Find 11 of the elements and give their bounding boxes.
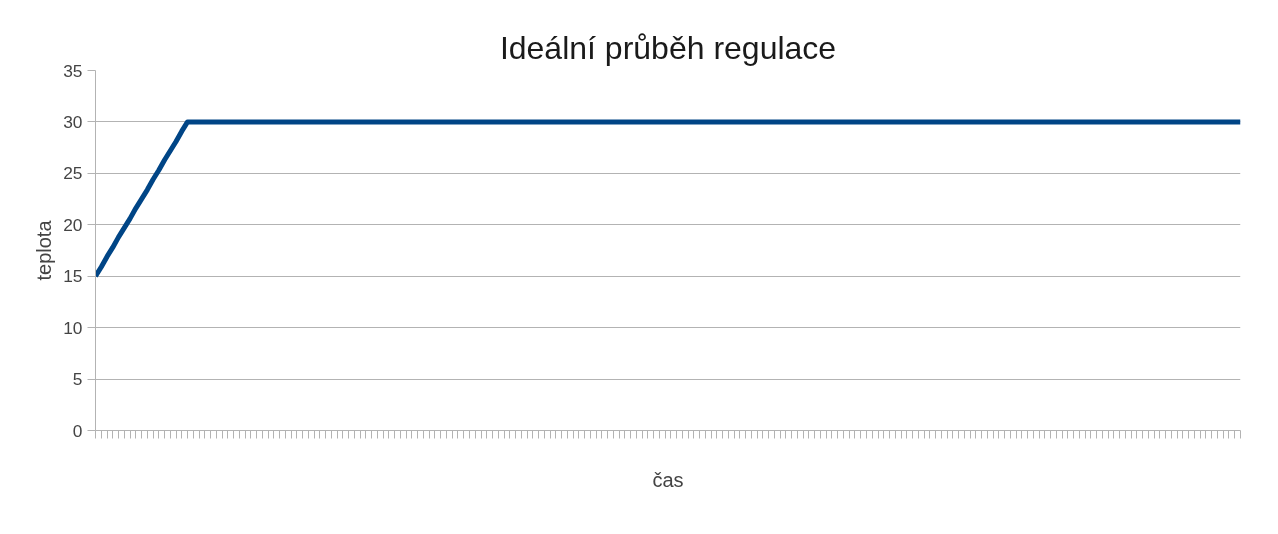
y-axis-title: teplota [33, 219, 56, 281]
x-axis-title: čas [652, 468, 684, 491]
y-tick-label: 20 [63, 214, 83, 235]
y-tick-label: 35 [63, 60, 83, 81]
y-tick-label: 15 [63, 266, 83, 287]
y-tick-label: 30 [63, 111, 83, 132]
chart-title: Ideální průběh regulace [499, 29, 837, 66]
y-tick-label: 25 [63, 163, 83, 184]
y-tick-label: 10 [63, 317, 83, 338]
y-tick-label: 0 [72, 420, 83, 441]
y-tick-label: 5 [72, 369, 83, 390]
